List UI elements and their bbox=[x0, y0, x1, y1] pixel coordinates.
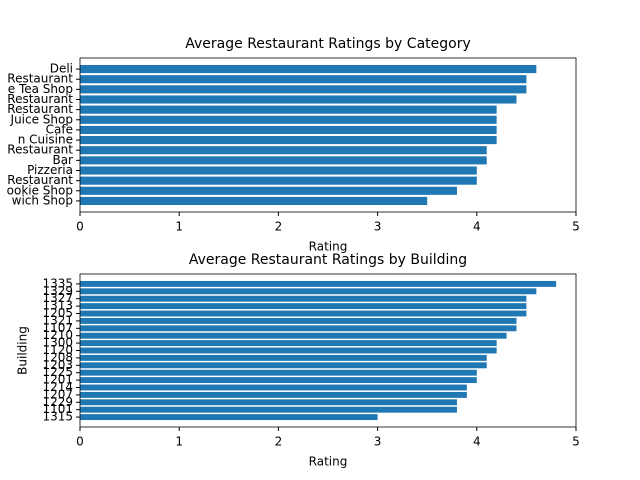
bar bbox=[80, 369, 477, 376]
chart-title: Average Restaurant Ratings by Building bbox=[189, 252, 467, 268]
y-tick-label: Cafe bbox=[46, 122, 73, 136]
y-axis-label: Building bbox=[16, 326, 30, 375]
y-tick-label: 1208 bbox=[42, 350, 73, 364]
bar bbox=[80, 377, 477, 384]
x-tick-label: 0 bbox=[76, 435, 84, 449]
y-tick-label: Bar bbox=[52, 153, 73, 167]
bar bbox=[80, 75, 527, 84]
y-tick-label: Restaurant bbox=[7, 173, 73, 187]
y-tick-label: wich Shop bbox=[12, 193, 73, 207]
x-tick-label: 2 bbox=[275, 220, 283, 234]
bar bbox=[80, 85, 527, 94]
y-tick-label: 1313 bbox=[42, 299, 73, 313]
bar bbox=[80, 176, 477, 185]
bar bbox=[80, 347, 497, 354]
y-tick-label: Pizzeria bbox=[27, 163, 73, 177]
bar bbox=[80, 186, 457, 195]
bar bbox=[80, 146, 487, 155]
x-tick-label: 0 bbox=[76, 220, 84, 234]
y-tick-label: Restaurant bbox=[7, 102, 73, 116]
y-tick-label: 1229 bbox=[42, 395, 73, 409]
y-tick-label: 1225 bbox=[42, 365, 73, 379]
y-tick-label: Juice Shop bbox=[10, 112, 73, 126]
bar bbox=[80, 406, 457, 413]
bar bbox=[80, 115, 497, 124]
x-tick-label: 3 bbox=[374, 220, 382, 234]
bar bbox=[80, 340, 497, 347]
y-tick-label: Restaurant bbox=[7, 92, 73, 106]
x-tick-label: 5 bbox=[572, 435, 580, 449]
y-tick-label: Deli bbox=[50, 62, 73, 76]
y-tick-label: 1327 bbox=[42, 291, 73, 305]
bar bbox=[80, 105, 497, 114]
y-tick-label: 1329 bbox=[42, 284, 73, 298]
y-tick-label: 1207 bbox=[42, 387, 73, 401]
bar bbox=[80, 166, 477, 175]
y-tick-label: 1107 bbox=[42, 321, 73, 335]
bar bbox=[80, 325, 517, 332]
bar bbox=[80, 125, 497, 134]
bar bbox=[80, 288, 537, 295]
y-tick-label: Restaurant bbox=[7, 72, 73, 86]
bar bbox=[80, 317, 517, 324]
bar bbox=[80, 391, 467, 398]
x-tick-label: 4 bbox=[473, 220, 481, 234]
bar bbox=[80, 332, 507, 339]
x-tick-label: 1 bbox=[175, 435, 183, 449]
bar bbox=[80, 65, 537, 74]
plot-frame bbox=[79, 273, 577, 428]
y-tick-label: 1210 bbox=[42, 328, 73, 342]
bar bbox=[80, 303, 527, 310]
x-axis-label: Rating bbox=[309, 240, 348, 254]
bar bbox=[80, 362, 487, 369]
bar bbox=[80, 280, 557, 287]
y-tick-label: ookie Shop bbox=[7, 183, 73, 197]
x-tick-label: 2 bbox=[275, 435, 283, 449]
x-axis-label: Rating bbox=[309, 455, 348, 469]
bar bbox=[80, 95, 517, 104]
y-tick-label: 1205 bbox=[42, 306, 73, 320]
y-tick-label: 1101 bbox=[42, 402, 73, 416]
x-tick-label: 1 bbox=[175, 220, 183, 234]
y-tick-label: 1214 bbox=[42, 380, 73, 394]
bar bbox=[80, 295, 527, 302]
y-tick-label: 1321 bbox=[42, 313, 73, 327]
y-tick-label: 1120 bbox=[42, 343, 73, 357]
y-tick-label: e Tea Shop bbox=[8, 82, 73, 96]
chart-title: Average Restaurant Ratings by Category bbox=[185, 36, 471, 52]
y-tick-label: n Cuisine bbox=[18, 133, 73, 147]
y-tick-label: 1335 bbox=[42, 276, 73, 290]
y-tick-label: 1315 bbox=[42, 410, 73, 424]
bar bbox=[80, 384, 467, 391]
x-tick-label: 3 bbox=[374, 435, 382, 449]
bar bbox=[80, 196, 428, 205]
x-tick-label: 5 bbox=[572, 220, 580, 234]
y-tick-label: 1201 bbox=[42, 373, 73, 387]
y-tick-label: 1300 bbox=[42, 336, 73, 350]
bar bbox=[80, 156, 487, 165]
bar bbox=[80, 136, 497, 145]
bar bbox=[80, 414, 378, 421]
y-tick-label: Restaurant bbox=[7, 143, 73, 157]
bar bbox=[80, 399, 457, 406]
y-tick-label: 1203 bbox=[42, 358, 73, 372]
bar bbox=[80, 354, 487, 361]
bar bbox=[80, 310, 527, 317]
x-tick-label: 4 bbox=[473, 435, 481, 449]
plot-frame bbox=[79, 57, 577, 213]
